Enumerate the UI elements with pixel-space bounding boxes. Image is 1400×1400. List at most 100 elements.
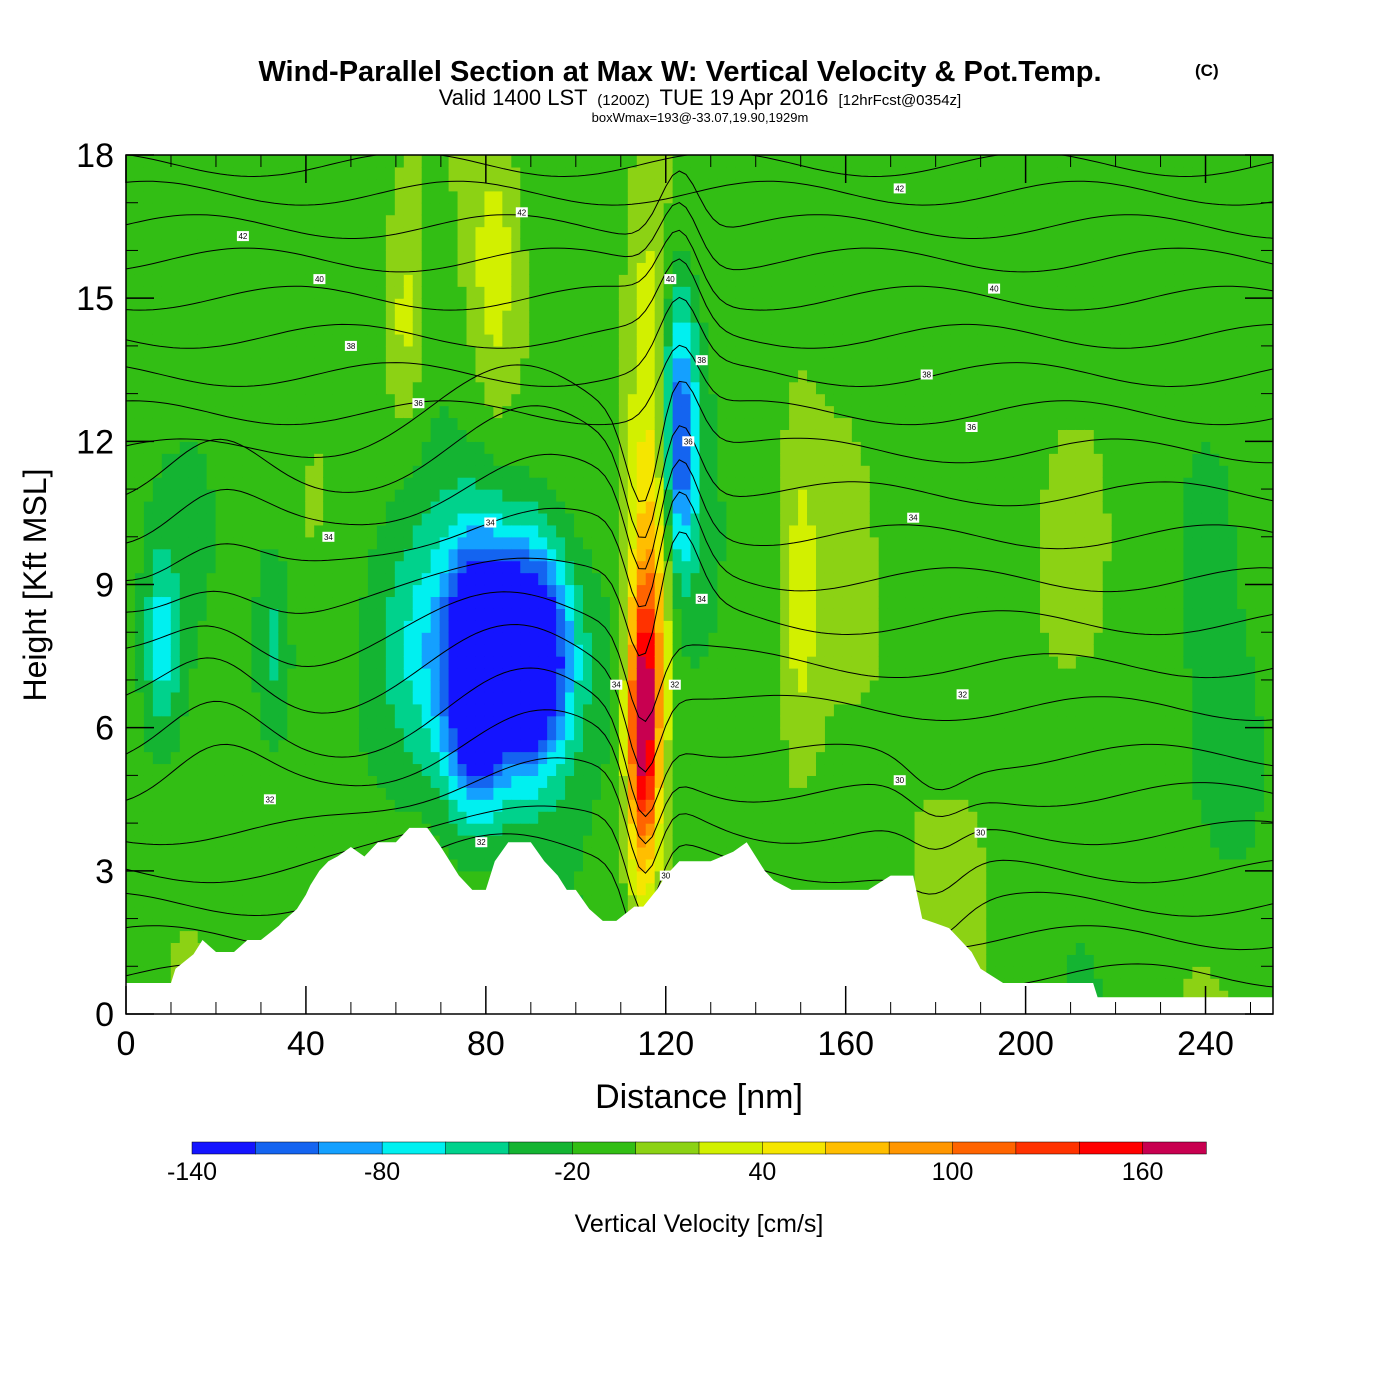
- velocity-cell: [654, 274, 665, 287]
- velocity-cell: [726, 369, 736, 383]
- velocity-cell: [170, 727, 181, 741]
- velocity-cell: [457, 190, 468, 204]
- velocity-cell: [394, 584, 405, 598]
- velocity-cell: [448, 381, 459, 395]
- velocity-cell: [645, 846, 656, 860]
- velocity-cell: [735, 512, 745, 526]
- velocity-cell: [636, 226, 647, 240]
- velocity-cell: [278, 274, 288, 287]
- velocity-cell: [278, 751, 288, 765]
- velocity-cell: [179, 775, 190, 788]
- velocity-cell: [627, 322, 638, 335]
- velocity-cell: [170, 465, 181, 478]
- velocity-cell: [547, 524, 557, 538]
- velocity-cell: [654, 393, 665, 407]
- velocity-cell: [161, 417, 172, 430]
- velocity-cell: [215, 178, 226, 192]
- velocity-cell: [484, 333, 494, 347]
- velocity-cell: [475, 584, 486, 598]
- velocity-cell: [690, 453, 701, 466]
- velocity-cell: [242, 918, 253, 932]
- velocity-cell: [152, 894, 163, 908]
- velocity-cell: [385, 250, 396, 263]
- velocity-cell: [708, 727, 719, 741]
- velocity-cell: [681, 262, 692, 275]
- velocity-cell: [565, 238, 575, 252]
- velocity-cell: [493, 333, 503, 347]
- velocity-cell: [493, 429, 503, 442]
- velocity-cell: [188, 417, 199, 430]
- velocity-cell: [672, 250, 683, 263]
- velocity-cell: [466, 500, 477, 514]
- velocity-cell: [466, 333, 477, 347]
- velocity-cell: [511, 775, 521, 788]
- velocity-cell: [502, 799, 512, 812]
- velocity-cell: [708, 835, 719, 848]
- velocity-cell: [242, 656, 253, 669]
- velocity-cell: [215, 620, 226, 633]
- velocity-cell: [358, 668, 369, 681]
- velocity-cell: [556, 465, 566, 478]
- velocity-cell: [376, 560, 387, 574]
- velocity-cell: [126, 823, 136, 836]
- velocity-cell: [591, 775, 602, 788]
- velocity-cell: [618, 178, 629, 192]
- velocity-cell: [574, 238, 584, 252]
- velocity-cell: [726, 572, 736, 586]
- velocity-cell: [574, 262, 584, 275]
- velocity-cell: [583, 823, 593, 836]
- velocity-cell: [305, 763, 315, 776]
- velocity-cell: [511, 274, 521, 287]
- velocity-cell: [627, 572, 638, 586]
- velocity-cell: [394, 679, 405, 693]
- velocity-cell: [251, 620, 262, 633]
- velocity-cell: [547, 381, 557, 395]
- velocity-cell: [126, 930, 136, 944]
- velocity-cell: [161, 310, 172, 323]
- velocity-cell: [466, 369, 477, 383]
- velocity-cell: [466, 465, 477, 478]
- velocity-cell: [251, 286, 262, 299]
- velocity-cell: [143, 548, 154, 562]
- velocity-cell: [645, 775, 656, 788]
- velocity-cell: [287, 298, 297, 311]
- velocity-cell: [394, 500, 405, 514]
- velocity-cell: [332, 322, 342, 335]
- velocity-cell: [179, 858, 190, 872]
- velocity-cell: [332, 608, 342, 621]
- velocity-cell: [206, 691, 217, 705]
- velocity-cell: [305, 620, 315, 633]
- velocity-cell: [439, 310, 450, 323]
- velocity-cell: [179, 906, 190, 920]
- velocity-cell: [484, 345, 494, 359]
- velocity-cell: [726, 584, 736, 598]
- velocity-cell: [367, 166, 378, 180]
- velocity-cell: [376, 166, 387, 180]
- velocity-cell: [538, 393, 548, 407]
- velocity-cell: [609, 214, 620, 228]
- velocity-cell: [332, 656, 342, 669]
- velocity-cell: [412, 286, 423, 299]
- velocity-cell: [341, 190, 351, 204]
- velocity-cell: [170, 190, 181, 204]
- velocity-cell: [126, 166, 136, 180]
- velocity-cell: [242, 739, 253, 753]
- velocity-cell: [403, 668, 414, 681]
- velocity-cell: [197, 381, 208, 395]
- velocity-cell: [134, 823, 145, 836]
- velocity-cell: [134, 727, 145, 741]
- velocity-cell: [323, 560, 333, 574]
- velocity-cell: [367, 500, 378, 514]
- velocity-cell: [287, 381, 297, 395]
- velocity-cell: [215, 882, 226, 896]
- velocity-cell: [305, 274, 315, 287]
- velocity-cell: [439, 691, 450, 705]
- velocity-cell: [358, 572, 369, 586]
- velocity-cell: [126, 286, 136, 299]
- velocity-cell: [323, 202, 333, 216]
- velocity-cell: [323, 166, 333, 180]
- velocity-cell: [484, 656, 494, 669]
- velocity-cell: [654, 560, 665, 574]
- velocity-cell: [645, 560, 656, 574]
- velocity-cell: [161, 155, 172, 168]
